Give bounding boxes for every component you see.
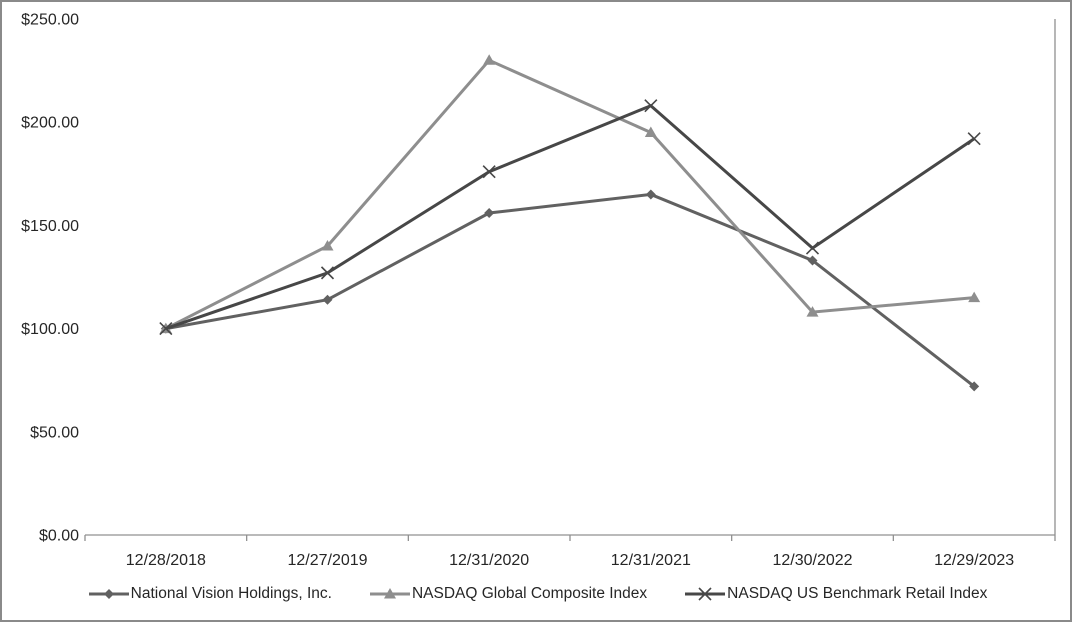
diamond-marker-icon bbox=[969, 381, 980, 392]
series-x-group bbox=[159, 99, 981, 336]
diamond-marker-icon bbox=[807, 255, 818, 266]
chart-legend: National Vision Holdings, Inc. NASDAQ Glo… bbox=[2, 580, 1070, 608]
legend-x-marker-icon bbox=[685, 587, 726, 601]
triangle-marker-icon bbox=[383, 588, 396, 599]
triangle-marker-icon bbox=[968, 291, 981, 303]
y-axis-tick-label: $200.00 bbox=[21, 115, 79, 132]
x-marker-icon bbox=[482, 165, 496, 179]
triangle-marker-icon bbox=[483, 54, 496, 65]
x-axis-tick-label: 12/27/2019 bbox=[287, 552, 367, 569]
x-axis-tick-label: 12/30/2022 bbox=[772, 552, 852, 569]
diamond-marker-icon bbox=[645, 189, 656, 200]
legend-label: National Vision Holdings, Inc. bbox=[130, 585, 332, 602]
triangle-marker-icon bbox=[806, 306, 819, 317]
legend-diamond-marker-icon bbox=[88, 589, 129, 599]
y-axis-tick-label: $100.00 bbox=[21, 321, 79, 338]
series-line-2 bbox=[165, 103, 976, 331]
x-axis-tick-label: 12/31/2020 bbox=[449, 552, 529, 569]
legend-label: NASDAQ US Benchmark Retail Index bbox=[727, 585, 988, 602]
series-triangle-group bbox=[159, 54, 981, 334]
diamond-marker-icon bbox=[322, 294, 333, 305]
legend-item-2: NASDAQ US Benchmark Retail Index bbox=[685, 585, 987, 603]
x-marker-icon bbox=[805, 241, 820, 255]
x-axis bbox=[84, 534, 1056, 541]
legend-item-1: NASDAQ Global Composite Index bbox=[369, 585, 648, 603]
triangle-marker-icon bbox=[644, 126, 657, 138]
legend-triangle-marker-icon bbox=[369, 588, 410, 599]
series-line-0 bbox=[165, 192, 976, 388]
x-marker-icon bbox=[644, 99, 658, 113]
diamond-marker-icon bbox=[484, 208, 495, 219]
legend-label: NASDAQ Global Composite Index bbox=[411, 585, 648, 602]
y-axis-tick-label: $250.00 bbox=[21, 12, 79, 29]
triangle-marker-icon bbox=[321, 240, 334, 251]
diamond-marker-icon bbox=[103, 589, 114, 599]
y-axis-tick-label: $0.00 bbox=[39, 528, 79, 545]
y-axis-tick-label: $150.00 bbox=[21, 218, 79, 235]
x-axis-tick-label: 12/28/2018 bbox=[126, 552, 206, 569]
legend-item-0: National Vision Holdings, Inc. bbox=[88, 585, 332, 603]
y-axis-tick-label: $50.00 bbox=[30, 424, 79, 441]
x-marker-icon bbox=[698, 587, 712, 601]
x-marker-icon bbox=[159, 322, 173, 336]
x-marker-icon bbox=[320, 266, 335, 280]
x-axis-tick-label: 12/29/2023 bbox=[934, 552, 1014, 569]
x-marker-icon bbox=[967, 132, 981, 146]
series-line-1 bbox=[165, 58, 975, 330]
x-axis-tick-label: 12/31/2021 bbox=[611, 552, 691, 569]
